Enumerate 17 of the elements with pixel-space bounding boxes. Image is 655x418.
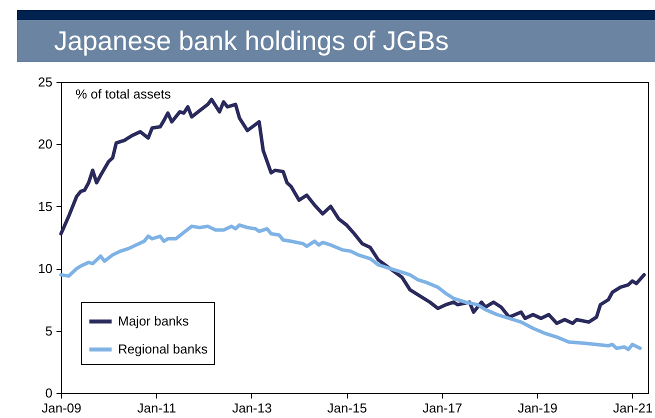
legend-label: Major banks <box>118 314 190 328</box>
x-tick-label: Jan-15 <box>327 400 367 416</box>
y-tick-label: 20 <box>38 136 52 152</box>
y-tick-label: 25 <box>38 74 52 90</box>
y-tick-label: 15 <box>38 198 52 214</box>
y-tick-label: 5 <box>45 323 52 338</box>
x-tick-label: Jan-09 <box>42 400 82 416</box>
chart-title: Japanese bank holdings of JGBs <box>17 20 655 62</box>
y-tick-label: 0 <box>45 386 52 400</box>
x-tick-label: Jan-13 <box>232 400 272 416</box>
y-tick-label: 10 <box>38 261 52 276</box>
legend-label: Regional banks <box>118 342 208 356</box>
y-axis-title: % of total assets <box>76 86 172 102</box>
x-tick-label: Jan-17 <box>422 400 462 416</box>
x-tick-label: Jan-11 <box>137 400 176 416</box>
x-tick-label: Jan-19 <box>518 400 558 416</box>
x-tick-label: Jan-21 <box>612 400 653 416</box>
